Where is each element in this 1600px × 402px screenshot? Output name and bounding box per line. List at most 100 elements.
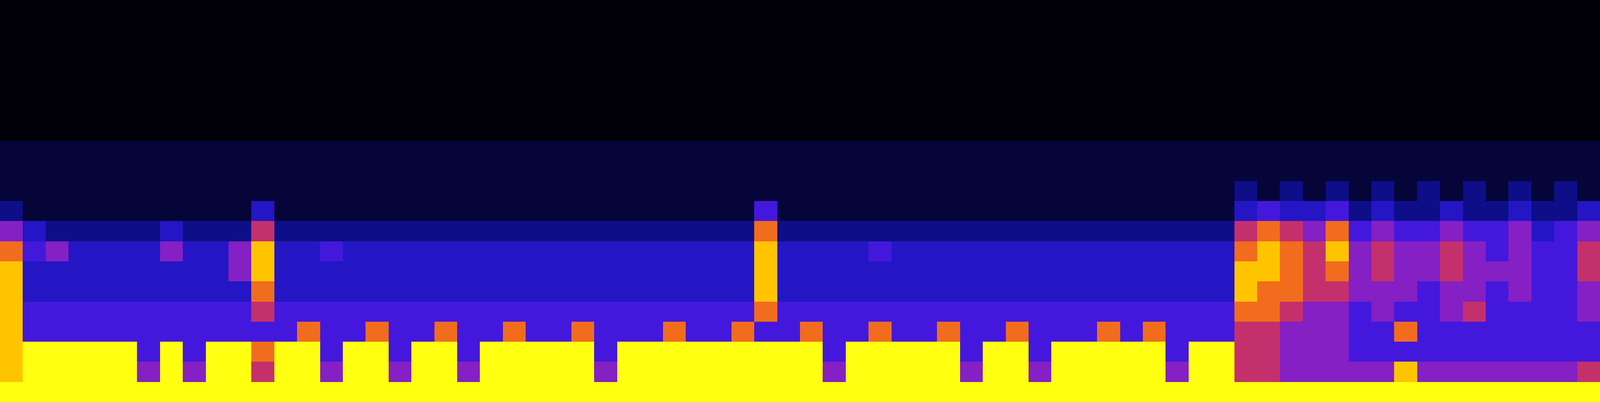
cell bbox=[502, 60, 527, 81]
cell bbox=[1325, 200, 1349, 222]
cell bbox=[114, 341, 138, 362]
cell bbox=[297, 19, 321, 41]
cell bbox=[136, 241, 161, 262]
cell bbox=[1463, 361, 1487, 382]
cell bbox=[1120, 301, 1144, 322]
cell bbox=[1234, 381, 1258, 402]
cell bbox=[388, 341, 412, 362]
cell bbox=[1028, 60, 1052, 81]
cell bbox=[45, 40, 69, 61]
cell bbox=[1302, 40, 1327, 61]
cell bbox=[1463, 301, 1487, 322]
cell bbox=[936, 321, 961, 342]
cell bbox=[571, 80, 595, 101]
cell bbox=[45, 381, 69, 402]
cell bbox=[777, 341, 801, 362]
cell bbox=[160, 381, 184, 402]
cell bbox=[411, 261, 435, 282]
cell bbox=[1554, 40, 1578, 61]
cell bbox=[0, 60, 24, 81]
cell bbox=[136, 261, 161, 282]
cell bbox=[1257, 301, 1281, 322]
cell bbox=[731, 200, 755, 222]
cell bbox=[617, 361, 641, 382]
cell bbox=[1257, 180, 1281, 202]
cell bbox=[594, 341, 618, 362]
cell bbox=[914, 60, 938, 81]
cell bbox=[45, 180, 69, 202]
cell bbox=[1257, 40, 1281, 61]
cell bbox=[502, 321, 527, 342]
cell bbox=[479, 220, 503, 242]
cell bbox=[251, 281, 275, 302]
cell bbox=[982, 281, 1006, 302]
cell bbox=[594, 261, 618, 282]
cell bbox=[571, 361, 595, 382]
cell bbox=[1325, 40, 1349, 61]
cell bbox=[1394, 180, 1418, 202]
cell bbox=[1028, 301, 1052, 322]
cell bbox=[1508, 80, 1532, 101]
cell bbox=[114, 200, 138, 222]
cell bbox=[228, 19, 252, 41]
cell bbox=[617, 180, 641, 202]
cell bbox=[1051, 321, 1075, 342]
cell bbox=[22, 241, 46, 262]
cell bbox=[617, 19, 641, 41]
cell bbox=[205, 120, 230, 142]
cell bbox=[1028, 381, 1052, 402]
cell bbox=[114, 100, 138, 122]
cell bbox=[1165, 241, 1189, 262]
cell bbox=[434, 100, 458, 122]
cell bbox=[1348, 140, 1372, 161]
cell bbox=[1531, 100, 1555, 122]
cell bbox=[1097, 381, 1121, 402]
cell bbox=[1074, 241, 1098, 262]
cell bbox=[1485, 120, 1509, 142]
cell bbox=[731, 321, 755, 342]
cell bbox=[228, 361, 252, 382]
cell bbox=[1074, 80, 1098, 101]
cell bbox=[1097, 120, 1121, 142]
cell bbox=[160, 220, 184, 242]
cell bbox=[1074, 261, 1098, 282]
cell bbox=[1028, 261, 1052, 282]
cell bbox=[205, 160, 230, 181]
cell bbox=[411, 40, 435, 61]
cell bbox=[868, 220, 892, 242]
cell bbox=[205, 361, 230, 382]
cell bbox=[1211, 281, 1235, 302]
cell bbox=[1417, 381, 1441, 402]
cell bbox=[502, 341, 527, 362]
cell bbox=[1188, 261, 1212, 282]
cell bbox=[1302, 381, 1327, 402]
cell bbox=[1394, 160, 1418, 181]
cell bbox=[228, 200, 252, 222]
cell bbox=[1142, 0, 1166, 21]
cell bbox=[114, 241, 138, 262]
cell bbox=[1417, 140, 1441, 161]
cell bbox=[800, 341, 824, 362]
cell bbox=[868, 19, 892, 41]
cell bbox=[1554, 120, 1578, 142]
cell bbox=[1508, 220, 1532, 242]
cell bbox=[960, 140, 984, 161]
cell bbox=[1508, 19, 1532, 41]
cell bbox=[960, 341, 984, 362]
cell bbox=[1508, 0, 1532, 21]
cell bbox=[708, 140, 732, 161]
cell bbox=[411, 140, 435, 161]
cell bbox=[320, 80, 344, 101]
cell bbox=[914, 321, 938, 342]
cell bbox=[891, 80, 915, 101]
cell bbox=[1120, 140, 1144, 161]
cell bbox=[1142, 281, 1166, 302]
cell bbox=[1485, 140, 1509, 161]
cell bbox=[1142, 140, 1166, 161]
cell bbox=[1211, 160, 1235, 181]
cell bbox=[1348, 160, 1372, 181]
cell bbox=[685, 381, 709, 402]
cell bbox=[1188, 361, 1212, 382]
cell bbox=[1417, 301, 1441, 322]
cell bbox=[1302, 281, 1327, 302]
